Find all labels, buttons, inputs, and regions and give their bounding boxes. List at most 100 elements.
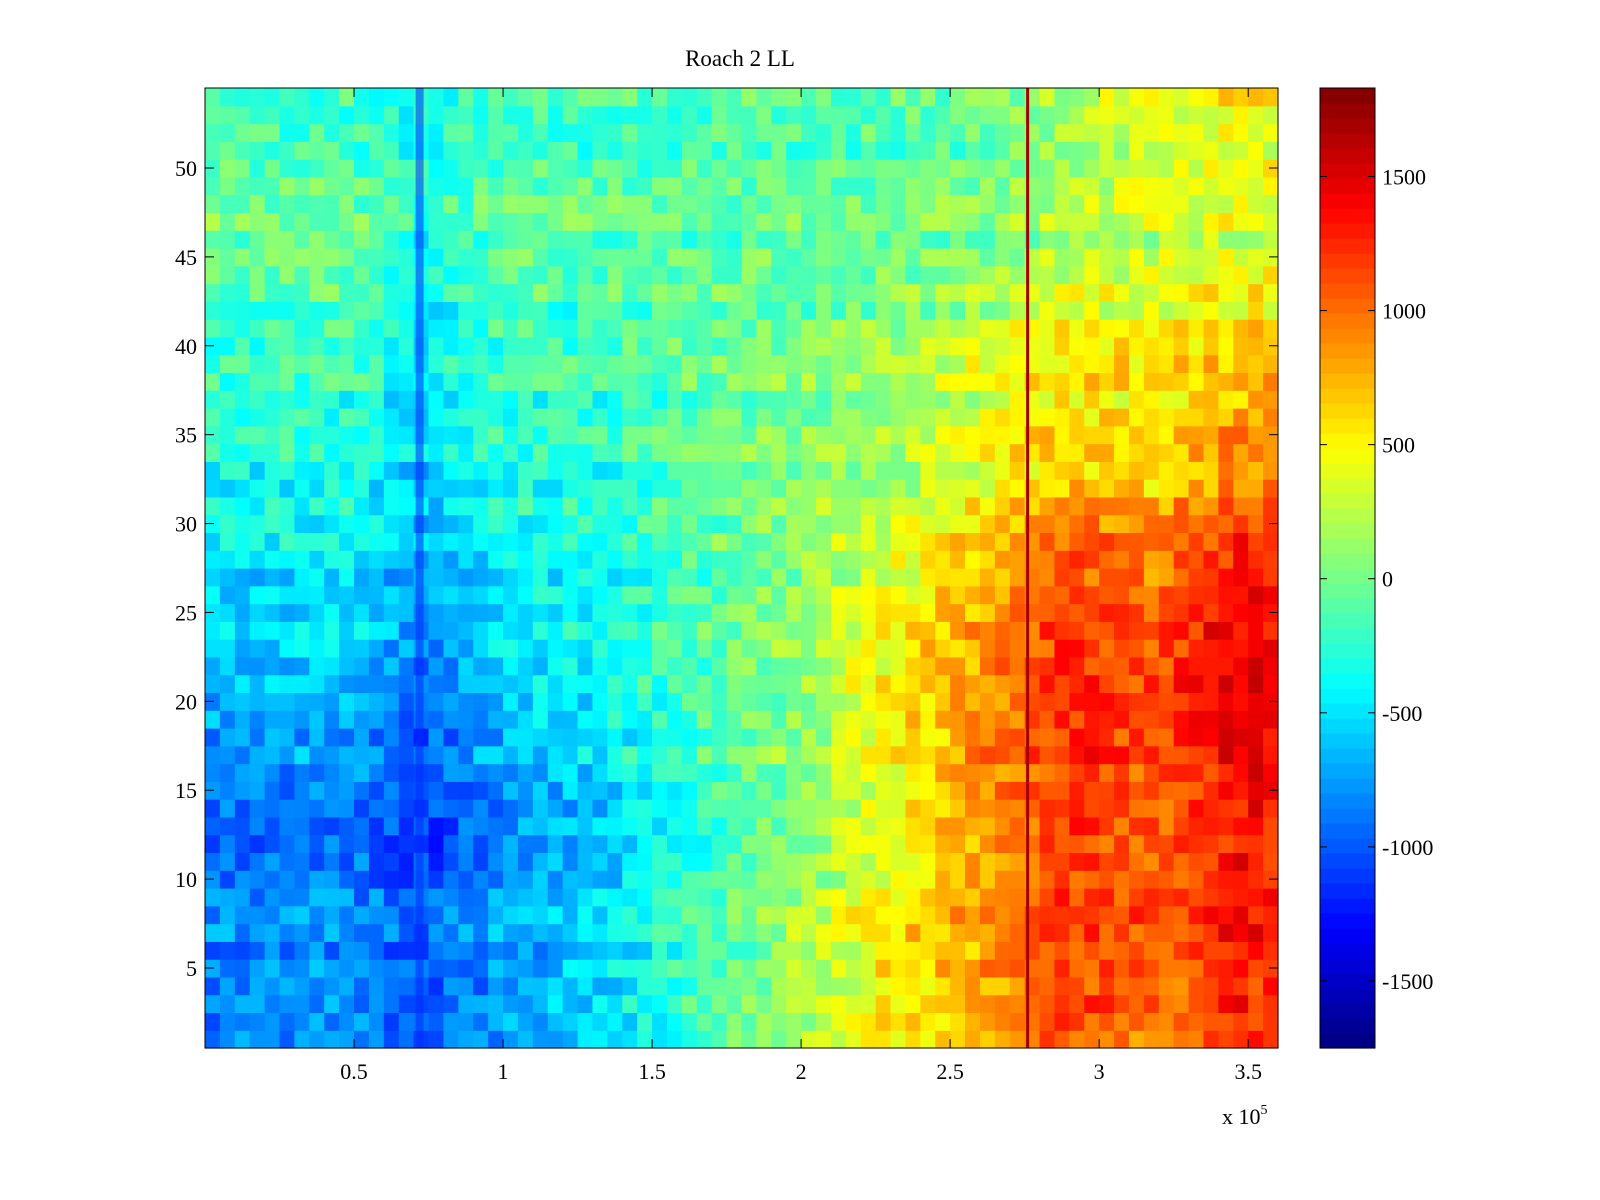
heatmap-cell (503, 763, 519, 782)
heatmap-cell (428, 870, 445, 889)
heatmap-cell (264, 123, 281, 142)
heatmap-cell (1233, 479, 1249, 498)
heatmap-cell (1203, 514, 1219, 534)
heatmap-cell (1084, 212, 1100, 231)
heatmap-cell (473, 425, 489, 445)
heatmap-cell (503, 514, 519, 534)
heatmap-cell (532, 568, 549, 587)
heatmap-cell (1218, 159, 1234, 178)
heatmap-cell (652, 532, 668, 551)
heatmap-cell (309, 674, 325, 694)
heatmap-cell (1114, 336, 1130, 356)
heatmap-cell (577, 656, 594, 676)
heatmap-cell (547, 834, 564, 854)
heatmap-cell (816, 248, 832, 267)
heatmap-cell (547, 959, 564, 978)
heatmap-cell (1173, 319, 1190, 338)
heatmap-cell (368, 141, 385, 160)
heatmap-cell (920, 728, 936, 747)
heatmap-cell (205, 728, 221, 747)
heatmap-cell (1099, 888, 1115, 907)
heatmap-cell (771, 265, 787, 285)
heatmap-cell (652, 141, 668, 160)
heatmap-cell (249, 959, 266, 978)
heatmap-cell (294, 745, 310, 765)
heatmap-cell (1188, 461, 1205, 480)
heatmap-cell (1263, 621, 1279, 640)
heatmap-cell (816, 461, 832, 480)
heatmap-cell (1069, 176, 1085, 196)
heatmap-cell (652, 870, 668, 889)
colorbar-step (1320, 118, 1375, 134)
heatmap-cell (1128, 763, 1145, 782)
heatmap-cell (845, 88, 862, 107)
heatmap-cell (1084, 656, 1100, 676)
heatmap-cell (741, 443, 757, 462)
heatmap-cell (786, 372, 802, 391)
heatmap-cell (920, 425, 936, 445)
heatmap-cell (816, 336, 832, 356)
heatmap-cell (935, 656, 951, 676)
heatmap-cell (905, 194, 921, 214)
heatmap-cell (994, 568, 1011, 587)
heatmap-cell (383, 319, 400, 338)
heatmap-cell (473, 781, 489, 800)
heatmap-cell (935, 176, 951, 196)
heatmap-cell (890, 1030, 907, 1049)
heatmap-cell (994, 656, 1011, 676)
heatmap-cell (443, 763, 459, 782)
heatmap-cell (517, 941, 534, 960)
heatmap-cell (1158, 194, 1175, 214)
heatmap-cell (517, 408, 534, 427)
heatmap-cell (830, 283, 847, 302)
heatmap-cell (1173, 905, 1190, 925)
heatmap-cell (994, 728, 1011, 747)
heatmap-cell (443, 674, 459, 694)
heatmap-cell (1188, 976, 1205, 996)
heatmap-cell (547, 710, 564, 729)
heatmap-cell (428, 763, 445, 782)
heatmap-cell (354, 514, 370, 534)
heatmap-cell (488, 959, 504, 978)
heatmap-cell (517, 568, 534, 587)
heatmap-cell (726, 354, 743, 374)
heatmap-cell (234, 336, 251, 356)
heatmap-cell (219, 923, 236, 942)
heatmap-cell (1099, 923, 1115, 942)
heatmap-cell (1218, 354, 1234, 374)
heatmap-cell (1039, 336, 1056, 356)
heatmap-cell (756, 941, 772, 960)
heatmap-cell (219, 443, 236, 462)
heatmap-cell (398, 532, 415, 551)
heatmap-cell (801, 532, 817, 551)
heatmap-cell (756, 141, 772, 160)
heatmap-cell (383, 265, 400, 285)
heatmap-cell (562, 816, 579, 836)
heatmap-cell (637, 550, 653, 569)
heatmap-cell (801, 354, 817, 374)
heatmap-cell (935, 123, 951, 142)
heatmap-cell (935, 923, 951, 942)
heatmap-cell (950, 301, 966, 320)
heatmap-cell (473, 248, 489, 267)
heatmap-cell (726, 568, 743, 587)
heatmap-cell (264, 941, 281, 960)
heatmap-cell (875, 941, 892, 960)
heatmap-cell (1069, 159, 1085, 178)
heatmap-cell (309, 941, 325, 960)
heatmap-cell (1188, 728, 1205, 747)
heatmap-cell (1069, 479, 1085, 498)
heatmap-cell (503, 159, 519, 178)
heatmap-cell (398, 1030, 415, 1049)
heatmap-cell (666, 425, 683, 445)
heatmap-cell (622, 390, 638, 409)
heatmap-cell (339, 532, 355, 551)
heatmap-cell (950, 1030, 966, 1049)
heatmap-cell (473, 354, 489, 374)
heatmap-cell (681, 265, 698, 285)
heatmap-cell (1158, 1030, 1175, 1049)
heatmap-cell (488, 781, 504, 800)
heatmap-cell (1009, 479, 1026, 498)
heatmap-cell (607, 994, 623, 1014)
heatmap-cell (294, 354, 310, 374)
